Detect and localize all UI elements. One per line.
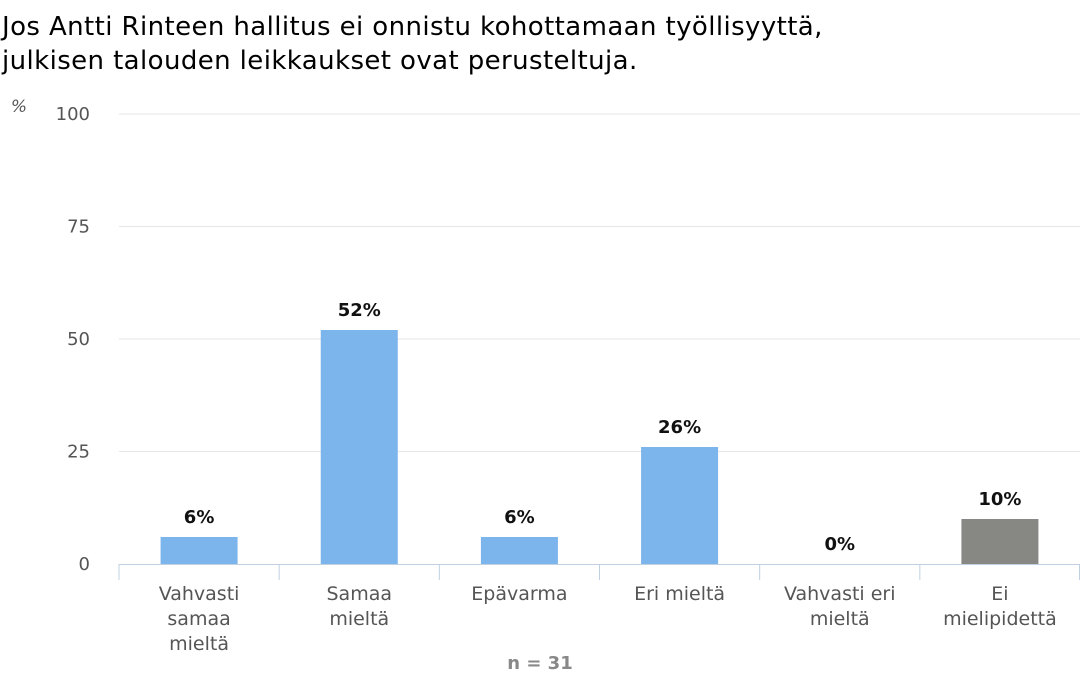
x-category-label: Eri mieltä	[634, 583, 725, 605]
x-category-label: Ei	[991, 583, 1008, 605]
y-axis-unit-label: %	[11, 97, 27, 117]
y-tick-label: 100	[56, 104, 90, 125]
data-label: 0%	[824, 534, 855, 555]
data-label: 52%	[338, 300, 381, 321]
chart-title: Jos Antti Rinteen hallitus ei onnistu ko…	[2, 10, 1072, 78]
x-category-label: Vahvasti eri	[784, 583, 896, 605]
y-tick-label: 0	[79, 554, 90, 575]
bars: 6% 52% 6% 26% 0% 10%	[160, 300, 1039, 564]
data-label: 26%	[658, 417, 701, 438]
gridlines	[119, 113, 1080, 452]
y-axis: % 0 25 50 75 100	[11, 97, 90, 575]
x-category-label: mieltä	[329, 608, 389, 630]
sample-size-note: n = 31	[507, 653, 572, 674]
y-tick-label: 75	[67, 217, 90, 238]
chart-title-line-1: Jos Antti Rinteen hallitus ei onnistu ko…	[2, 12, 823, 42]
bar	[961, 519, 1039, 564]
bar	[641, 447, 719, 564]
x-category-label: Vahvasti	[159, 583, 240, 605]
y-tick-label: 50	[67, 329, 90, 350]
data-label: 10%	[978, 489, 1021, 510]
x-category-label: Epävarma	[471, 583, 567, 605]
data-label: 6%	[504, 507, 535, 528]
chart-title-line-2: julkisen talouden leikkaukset ovat perus…	[2, 46, 638, 76]
data-label: 6%	[184, 507, 215, 528]
bar	[160, 537, 238, 564]
x-category-label: samaa	[167, 608, 230, 630]
x-category-label: mieltä	[169, 633, 229, 655]
bar	[480, 537, 558, 564]
x-category-label: mielipidettä	[943, 608, 1057, 630]
x-category-label: Samaa	[327, 583, 393, 605]
bar	[320, 330, 398, 564]
y-tick-label: 25	[67, 442, 90, 463]
x-category-label: mieltä	[810, 608, 870, 630]
x-axis: Vahvasti samaa mieltä Samaa mieltä Epävarma Er…	[118, 564, 1080, 655]
